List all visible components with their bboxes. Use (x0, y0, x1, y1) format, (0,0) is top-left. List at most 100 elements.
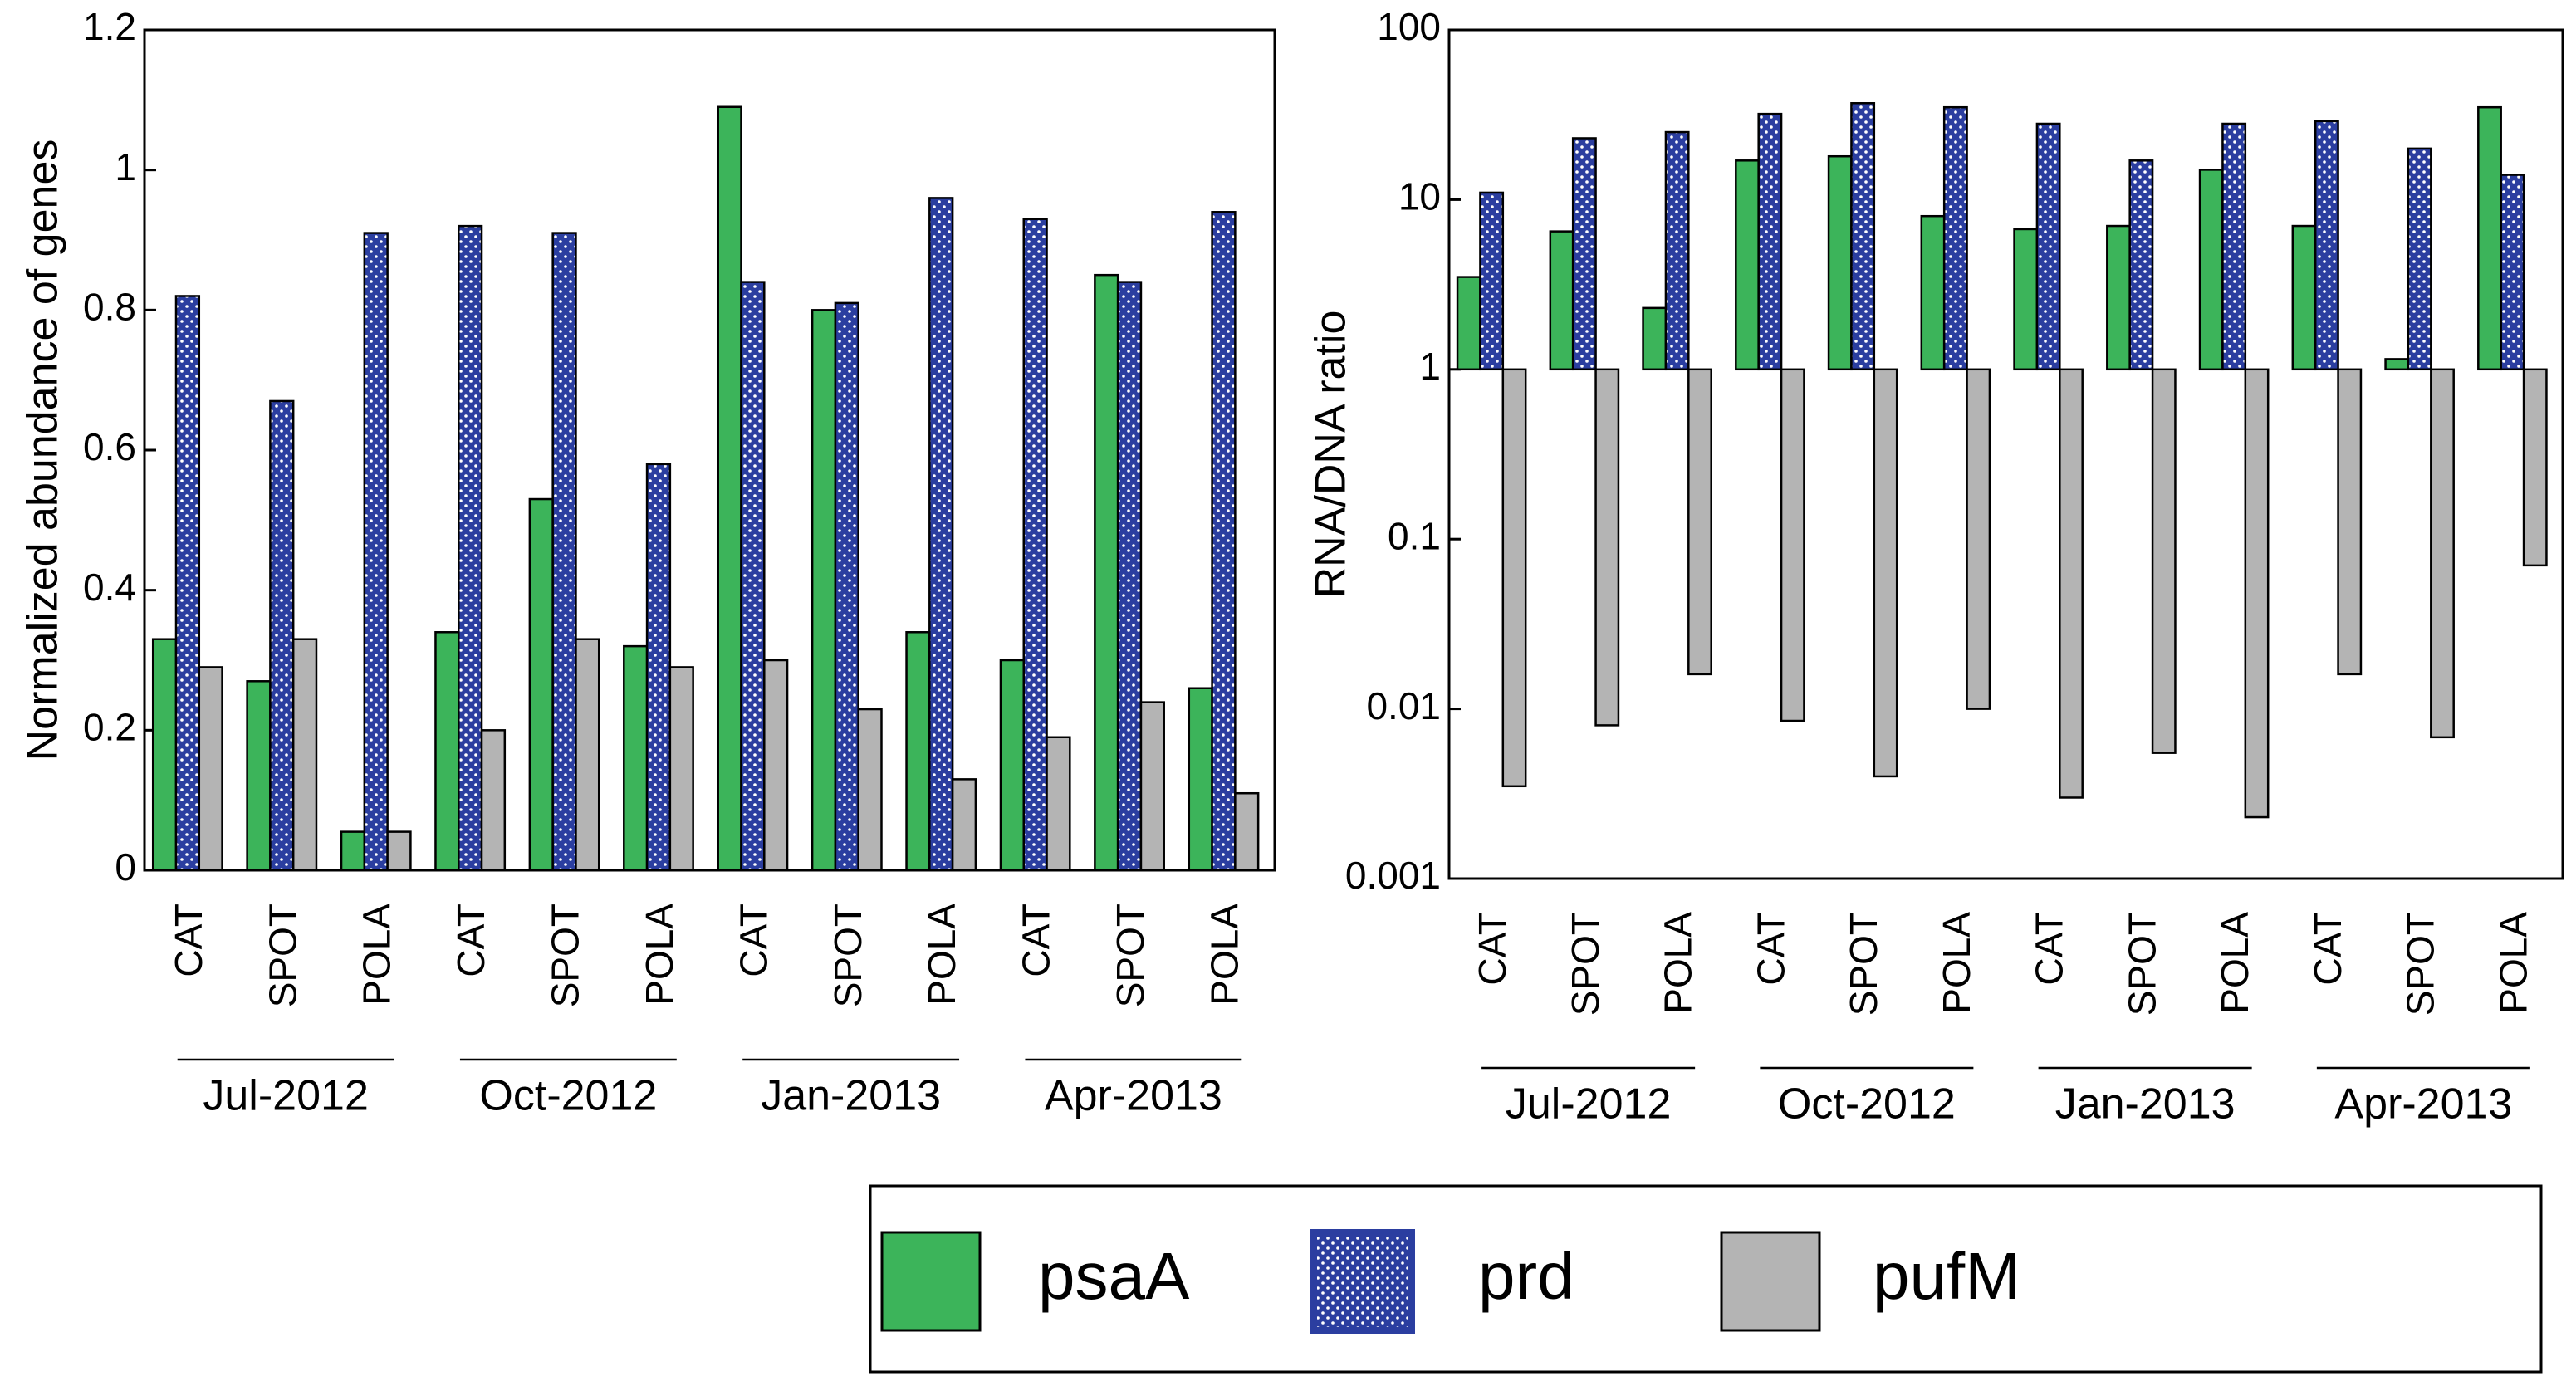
x-tick-label: POLA (2491, 912, 2534, 1014)
legend-swatch (1310, 1229, 1415, 1334)
x-tick-label: POLA (1202, 904, 1246, 1006)
bar (2384, 358, 2410, 371)
legend-label: psaA (1038, 1239, 1190, 1313)
bar (2151, 368, 2177, 754)
group-label: Jan-2013 (2055, 1080, 2236, 1129)
legend-swatch (880, 1231, 982, 1332)
y-axis-title: RNA/DNA ratio (1307, 311, 1355, 599)
legend-label: pufM (1873, 1239, 2020, 1313)
bar (2035, 122, 2061, 371)
x-tick-label: CAT (167, 904, 210, 977)
bar (763, 659, 789, 872)
legend-swatch (1720, 1231, 1821, 1332)
bar (1780, 368, 1805, 722)
bar (151, 638, 178, 872)
x-tick-label: POLA (638, 904, 681, 1006)
bar (269, 399, 295, 872)
x-tick-label: SPOT (2399, 912, 2442, 1016)
x-tick-label: SPOT (1564, 912, 1607, 1016)
bar (999, 659, 1025, 872)
y-tick-label: 0.4 (83, 566, 136, 609)
bar (1188, 687, 1213, 872)
bar (1642, 306, 1668, 371)
bar (668, 666, 694, 872)
bar (2522, 368, 2548, 567)
x-tick-label: SPOT (826, 904, 869, 1007)
bar (1046, 736, 1071, 872)
bar (2430, 368, 2455, 739)
bar (2407, 147, 2432, 371)
bar (1549, 230, 1574, 371)
bar (1501, 368, 1527, 788)
bar (1211, 211, 1237, 872)
x-tick-label: SPOT (1109, 904, 1152, 1007)
group-label: Oct-2012 (479, 1072, 657, 1120)
bar (1873, 368, 1898, 778)
bar (1664, 130, 1690, 371)
bar (575, 638, 600, 872)
group-label: Jan-2013 (761, 1072, 941, 1120)
bar (1850, 102, 1876, 371)
bar (457, 224, 483, 872)
bar (2244, 368, 2270, 819)
bar (291, 638, 318, 872)
x-tick-label: POLA (355, 904, 399, 1006)
bar (645, 463, 672, 872)
bar (1594, 368, 1620, 727)
bar (1234, 791, 1260, 872)
y-tick-label: 0 (115, 845, 136, 889)
x-tick-label: POLA (1935, 912, 1978, 1014)
y-tick-label: 0.2 (83, 705, 136, 748)
y-tick-label: 0.6 (83, 425, 136, 468)
bar (2314, 120, 2339, 371)
bar (363, 232, 389, 872)
x-tick-label: CAT (2028, 912, 2071, 986)
group-label: Jul-2012 (203, 1072, 368, 1120)
bar (198, 666, 223, 872)
bar (2128, 159, 2154, 371)
bar (1920, 214, 1946, 371)
bar (2337, 368, 2363, 676)
y-axis-title: Normalized abundance of genes (19, 140, 67, 762)
bar (174, 295, 201, 872)
bar (480, 729, 507, 872)
bar (2198, 169, 2224, 371)
x-tick-label: SPOT (544, 904, 587, 1007)
x-tick-label: CAT (1749, 912, 1792, 986)
bar (1687, 368, 1712, 676)
bar (857, 708, 883, 872)
y-tick-label: 0.8 (83, 285, 136, 328)
x-tick-label: CAT (1015, 904, 1058, 977)
bar (717, 105, 742, 872)
legend-label: prd (1478, 1239, 1574, 1313)
x-tick-label: CAT (1471, 912, 1514, 986)
bar (1094, 273, 1119, 872)
legend-box (869, 1184, 2543, 1374)
y-tick-label: 1 (115, 145, 136, 189)
x-tick-label: CAT (732, 904, 775, 977)
x-tick-label: CAT (449, 904, 492, 977)
bar (340, 830, 366, 872)
bar (2013, 228, 2039, 371)
bar (1479, 191, 1505, 371)
y-tick-label: 1.2 (83, 5, 136, 48)
group-label: Jul-2012 (1506, 1080, 1671, 1129)
bar (1942, 105, 1968, 371)
y-tick-label: 0.001 (1345, 854, 1441, 897)
bar (1116, 281, 1143, 872)
x-tick-label: SPOT (1842, 912, 1885, 1016)
y-tick-label: 1 (1419, 345, 1441, 388)
bar (1139, 701, 1165, 872)
bar (1966, 368, 1991, 710)
group-label: Apr-2013 (1045, 1072, 1222, 1120)
bar (811, 309, 837, 872)
y-tick-label: 0.01 (1366, 684, 1441, 727)
bar (623, 644, 649, 872)
bar (1827, 154, 1853, 371)
y-tick-label: 0.1 (1388, 514, 1441, 557)
bar (2291, 224, 2317, 371)
bar (246, 680, 272, 872)
bar (1735, 159, 1760, 371)
x-tick-label: POLA (920, 904, 963, 1006)
